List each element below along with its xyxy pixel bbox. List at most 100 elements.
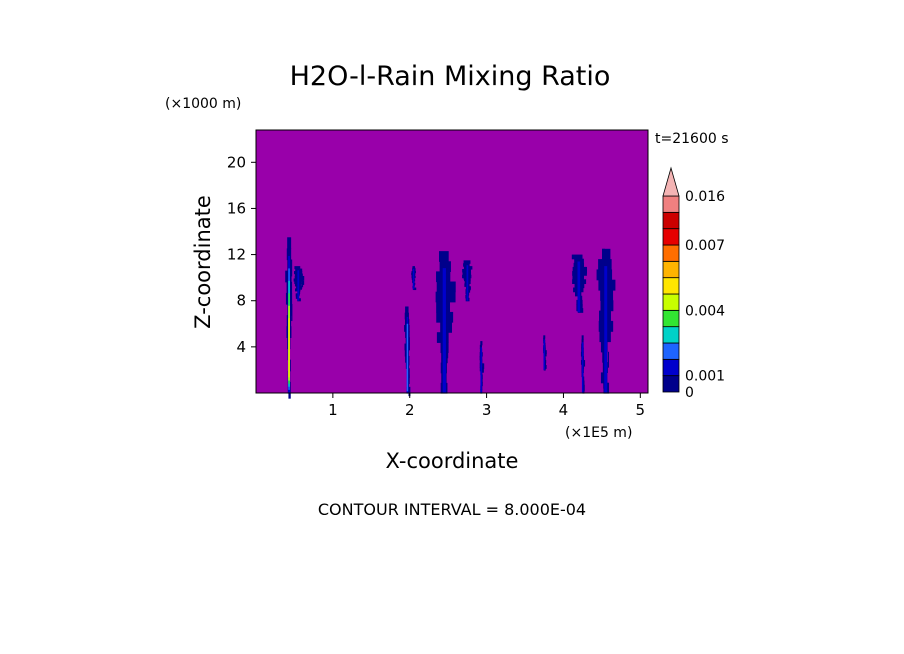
contour-core xyxy=(288,318,290,378)
y-tick-label: 4 xyxy=(236,338,246,356)
contour-core xyxy=(577,261,581,313)
rain-feature xyxy=(293,266,305,302)
colorbar-segment xyxy=(662,309,680,328)
x-tick-label: 2 xyxy=(405,401,415,419)
x-axis-label: X-coordinate xyxy=(386,449,519,473)
contour-wisp xyxy=(407,355,410,366)
x-tick-label: 1 xyxy=(328,401,338,419)
contour-band xyxy=(295,295,299,299)
contour-wisp xyxy=(441,261,443,278)
contour-band xyxy=(543,335,546,339)
contour-wisp xyxy=(543,364,547,369)
contour-band xyxy=(463,260,471,264)
contour-core xyxy=(604,266,608,393)
contour-wisp xyxy=(407,374,410,385)
contour-core xyxy=(406,323,409,392)
contour-band xyxy=(294,266,301,270)
contour-wisp xyxy=(544,352,547,357)
contour-wisp xyxy=(584,266,588,274)
contour-wisp xyxy=(601,259,605,275)
y-axis-label: Z-coordinate xyxy=(191,195,215,329)
contour-band xyxy=(465,286,471,290)
contour-wisp xyxy=(608,351,610,368)
rain-feature xyxy=(435,251,456,394)
contour-wisp xyxy=(301,276,305,281)
y-tick-label: 16 xyxy=(227,199,246,217)
colorbar-segment xyxy=(662,375,680,393)
x-unit-label: (×1E5 m) xyxy=(565,425,632,441)
contour-core xyxy=(297,270,300,301)
colorbar-segment xyxy=(662,293,680,311)
contour-wisp xyxy=(608,279,611,297)
x-tick-label: 5 xyxy=(636,401,646,419)
rain-feature xyxy=(596,248,616,394)
contour-core xyxy=(480,347,482,393)
contour-band xyxy=(464,266,473,270)
contour-wisp xyxy=(297,268,301,273)
contour-wisp xyxy=(582,360,586,367)
colorbar-extension-triangle xyxy=(662,166,680,197)
colorbar-segment xyxy=(662,358,680,377)
y-tick-label: 20 xyxy=(227,153,246,171)
contour-wisp xyxy=(300,285,302,290)
contour-band xyxy=(436,281,456,293)
contour-wisp xyxy=(482,363,485,370)
contour-wisp xyxy=(296,271,299,276)
contour-core xyxy=(466,265,469,301)
x-tick-label: 4 xyxy=(559,401,569,419)
contour-wisp xyxy=(446,271,449,288)
contour-wisp xyxy=(405,318,407,329)
colorbar-tick-label: 0.001 xyxy=(685,369,725,385)
colorbar-segment xyxy=(662,211,680,230)
contour-band xyxy=(543,337,546,341)
colorbar-tick-label: 0.004 xyxy=(685,303,725,319)
rain-feature xyxy=(479,341,485,394)
contour-band xyxy=(598,259,612,271)
colorbar xyxy=(662,166,680,393)
colorbar-segment xyxy=(662,260,680,279)
contour-band xyxy=(463,263,470,267)
contour-band xyxy=(479,344,483,350)
contour-wisp xyxy=(544,360,547,364)
contour-band xyxy=(581,339,584,345)
colorbar-labels: 00.001 0.004 0.007 0.016 xyxy=(685,189,725,401)
contour-wisp xyxy=(296,278,298,283)
contour-band xyxy=(287,237,292,249)
chart-title: H2O-l-Rain Mixing Ratio xyxy=(290,61,611,92)
contour-wisp xyxy=(301,280,305,285)
contour-band xyxy=(571,254,583,260)
contour-wisp xyxy=(291,304,293,322)
rain-feature xyxy=(404,306,411,397)
colorbar-segment xyxy=(662,326,680,344)
contour-band xyxy=(404,312,409,320)
x-tick-label: 3 xyxy=(482,401,492,419)
contour-wisp xyxy=(441,311,443,328)
contour-wisp xyxy=(582,380,585,388)
contour-wisp xyxy=(290,259,293,277)
contour-wisp xyxy=(469,286,471,291)
y-axis-ticks: 4 8 12 16 20 xyxy=(227,153,256,356)
contour-wisp xyxy=(580,299,583,307)
x-axis-ticks: 1 2 3 4 5 xyxy=(328,393,645,419)
contour-wisp xyxy=(463,266,467,272)
contour-interval-note: CONTOUR INTERVAL = 8.000E-04 xyxy=(318,500,586,519)
contour-core xyxy=(442,268,446,393)
contour-wisp xyxy=(582,384,585,392)
contour-band xyxy=(439,261,451,272)
rain-feature xyxy=(462,260,473,302)
y-unit-label: (×1000 m) xyxy=(165,96,241,112)
contour-wisp xyxy=(407,368,410,379)
contour-wisp xyxy=(575,279,578,287)
rain-feature xyxy=(571,254,588,313)
colorbar-segment xyxy=(662,342,680,360)
colorbar-segment xyxy=(662,195,680,213)
contour-core xyxy=(543,339,545,370)
contour-wisp xyxy=(408,386,411,397)
y-tick-label: 8 xyxy=(236,292,246,310)
contour-wisp xyxy=(544,350,547,354)
y-tick-label: 12 xyxy=(227,246,246,264)
contour-wisp xyxy=(463,274,466,280)
colorbar-segment xyxy=(662,228,680,246)
contour-band xyxy=(286,248,292,261)
